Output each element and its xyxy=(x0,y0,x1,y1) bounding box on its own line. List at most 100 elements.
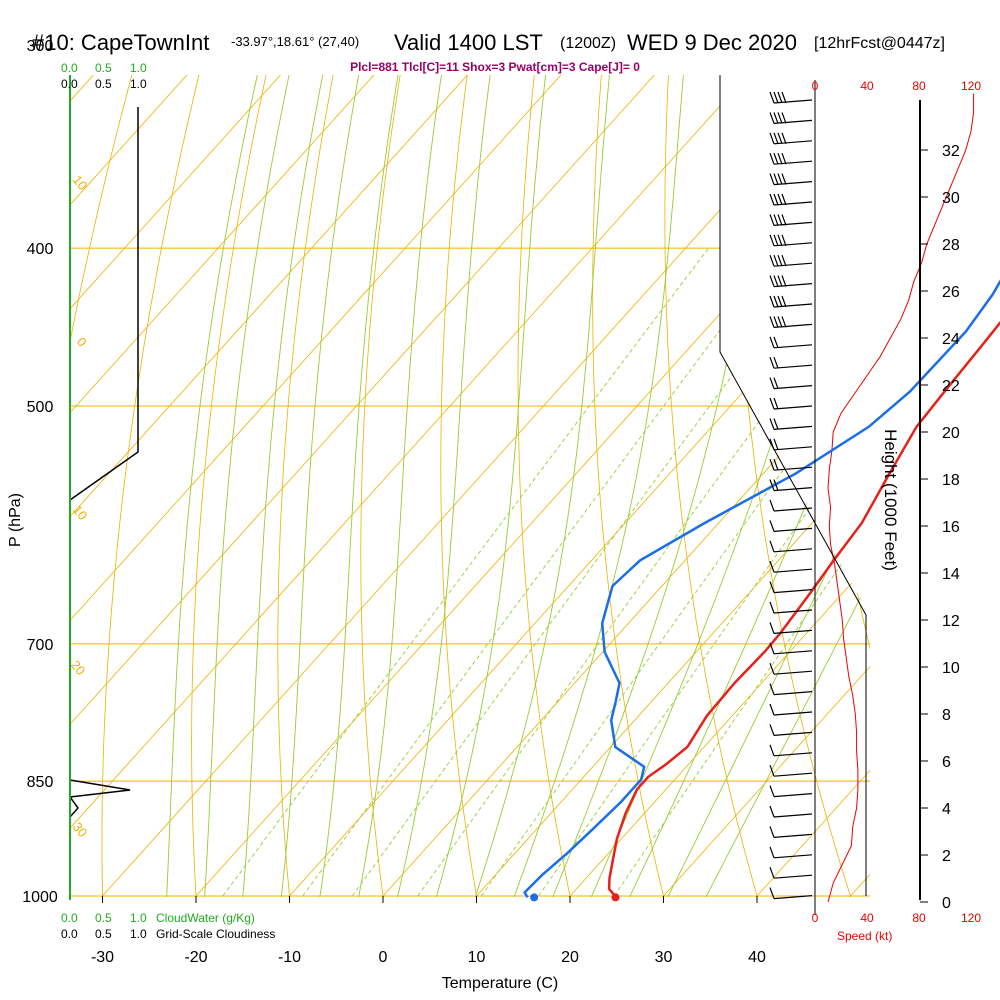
barb-flag xyxy=(777,132,783,145)
wind-barb xyxy=(769,152,813,165)
barb-flag xyxy=(781,254,787,267)
barb-staff xyxy=(773,568,813,573)
isotherm-line xyxy=(662,665,870,897)
dry-adiabat-label: 30 xyxy=(70,819,91,840)
barb-flag xyxy=(773,254,779,267)
height-tick-label: 0 xyxy=(942,895,951,912)
pressure-tick-label: 300 xyxy=(27,38,54,55)
wind-barb xyxy=(769,866,813,879)
barb-flag xyxy=(773,377,779,389)
barb-staff xyxy=(773,711,813,716)
wind-barb xyxy=(769,193,813,206)
barb-flag xyxy=(773,91,779,104)
moist-adiabat xyxy=(280,75,360,897)
dry-adiabat-label: 10 xyxy=(70,172,91,193)
barb-flag xyxy=(773,316,779,328)
wind-barb xyxy=(769,275,813,288)
barb-flag xyxy=(769,703,775,716)
speed-tick-bottom: 0 xyxy=(812,911,819,925)
wind-barb xyxy=(769,356,813,369)
barb-flag xyxy=(773,418,779,430)
dry-adiabat-label: 0 xyxy=(74,334,90,349)
forecast-info: [12hrFcst@0447z] xyxy=(814,35,945,52)
barb-flag xyxy=(769,275,775,287)
barb-flag xyxy=(781,112,787,124)
barb-flag xyxy=(769,683,775,695)
barb-staff xyxy=(773,140,813,145)
sounding-lines xyxy=(523,279,1000,902)
speed-tick-top: 0 xyxy=(812,79,819,93)
cloud-water-spike xyxy=(68,779,131,818)
isotherm-line xyxy=(70,75,468,518)
dry-adiabat-label: 10 xyxy=(70,502,91,523)
isotherm-line xyxy=(70,75,749,829)
height-tick-label: 8 xyxy=(942,707,951,724)
height-tick-label: 14 xyxy=(942,566,960,583)
wind-barb xyxy=(769,846,813,859)
surface-marker xyxy=(611,893,620,902)
isotherm-line xyxy=(288,250,870,897)
barb-flag xyxy=(773,173,779,185)
barb-staff xyxy=(773,854,813,859)
pressure-tick-label: 400 xyxy=(27,241,54,258)
barb-staff xyxy=(773,99,813,104)
temp-tick-label: 20 xyxy=(561,949,579,966)
barb-staff xyxy=(773,650,813,655)
mixing-ratio-line xyxy=(302,247,782,897)
dry-adiabat xyxy=(360,75,401,897)
moist-adiabat xyxy=(474,75,610,897)
barb-flag xyxy=(773,295,779,308)
barb-flag xyxy=(781,91,787,104)
temp-tick-label: 40 xyxy=(748,949,766,966)
cloud-green-bottom-0: 0.0 xyxy=(61,911,78,925)
barb-staff xyxy=(773,119,813,124)
barb-flag xyxy=(769,418,775,430)
isotherm-line xyxy=(70,75,655,725)
barb-flag xyxy=(781,193,787,206)
barb-flag xyxy=(781,173,787,185)
barb-flag xyxy=(769,826,775,838)
mixing-ratio-label: 5 xyxy=(420,902,435,918)
wind-barb xyxy=(769,112,813,124)
speed-tick-bottom: 80 xyxy=(912,911,926,925)
station-coords: -33.97°,18.61° (27,40) xyxy=(231,34,359,49)
pressure-tick-label: 1000 xyxy=(22,889,58,906)
height-tick-label: 26 xyxy=(942,284,960,301)
barb-flag xyxy=(769,458,775,471)
height-tick-label: 6 xyxy=(942,754,951,771)
barb-flag xyxy=(769,662,775,675)
surface-marker xyxy=(530,893,539,902)
background-grid: 1235812201001020300102030 xyxy=(0,0,1000,931)
pressure-tick-label: 500 xyxy=(27,399,54,416)
barb-staff xyxy=(773,181,813,186)
wind-barb xyxy=(769,642,813,655)
dry-adiabat xyxy=(592,75,665,897)
barb-flag xyxy=(769,173,775,185)
barb-flag xyxy=(777,295,783,308)
cloudiness-profile xyxy=(69,107,139,501)
wind-barb xyxy=(769,601,813,614)
barb-staff xyxy=(773,813,813,818)
barb-staff xyxy=(773,752,813,757)
barb-staff xyxy=(773,242,813,247)
barb-flag xyxy=(769,336,775,349)
wind-barb xyxy=(769,622,813,634)
cloudiness-label: Grid-Scale Cloudiness xyxy=(156,927,275,941)
dry-adiabat xyxy=(0,0,124,931)
barb-staff xyxy=(773,221,813,226)
speed-tick-top: 80 xyxy=(912,79,926,93)
wind-barb xyxy=(769,234,813,247)
mixing-ratio-label: 3 xyxy=(354,902,369,918)
dry-adiabat xyxy=(995,0,1000,931)
barb-flag xyxy=(777,214,783,226)
dry-adiabat xyxy=(517,75,571,897)
dry-adiabat xyxy=(664,75,758,897)
wind-barb xyxy=(769,764,813,777)
wind-barb xyxy=(769,724,813,736)
wind-barb xyxy=(769,744,813,757)
pressure-tick-label: 850 xyxy=(27,774,54,791)
barb-flag xyxy=(773,152,779,165)
cloudiness-bottom-0: 0.0 xyxy=(61,927,78,941)
temp-tick-label: 30 xyxy=(655,949,673,966)
